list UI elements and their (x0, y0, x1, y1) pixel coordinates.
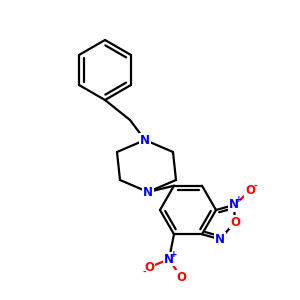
Text: N: N (215, 233, 225, 246)
Text: N: N (164, 253, 174, 266)
Text: N: N (229, 199, 239, 212)
Text: -: - (142, 268, 146, 277)
Text: N: N (140, 134, 150, 146)
Text: +: + (235, 196, 243, 205)
Text: +: + (170, 250, 178, 259)
Text: -: - (253, 182, 257, 190)
Text: O: O (245, 184, 255, 197)
Text: O: O (144, 261, 154, 274)
Text: O: O (176, 271, 186, 284)
Text: N: N (143, 185, 153, 199)
Text: O: O (230, 216, 240, 229)
